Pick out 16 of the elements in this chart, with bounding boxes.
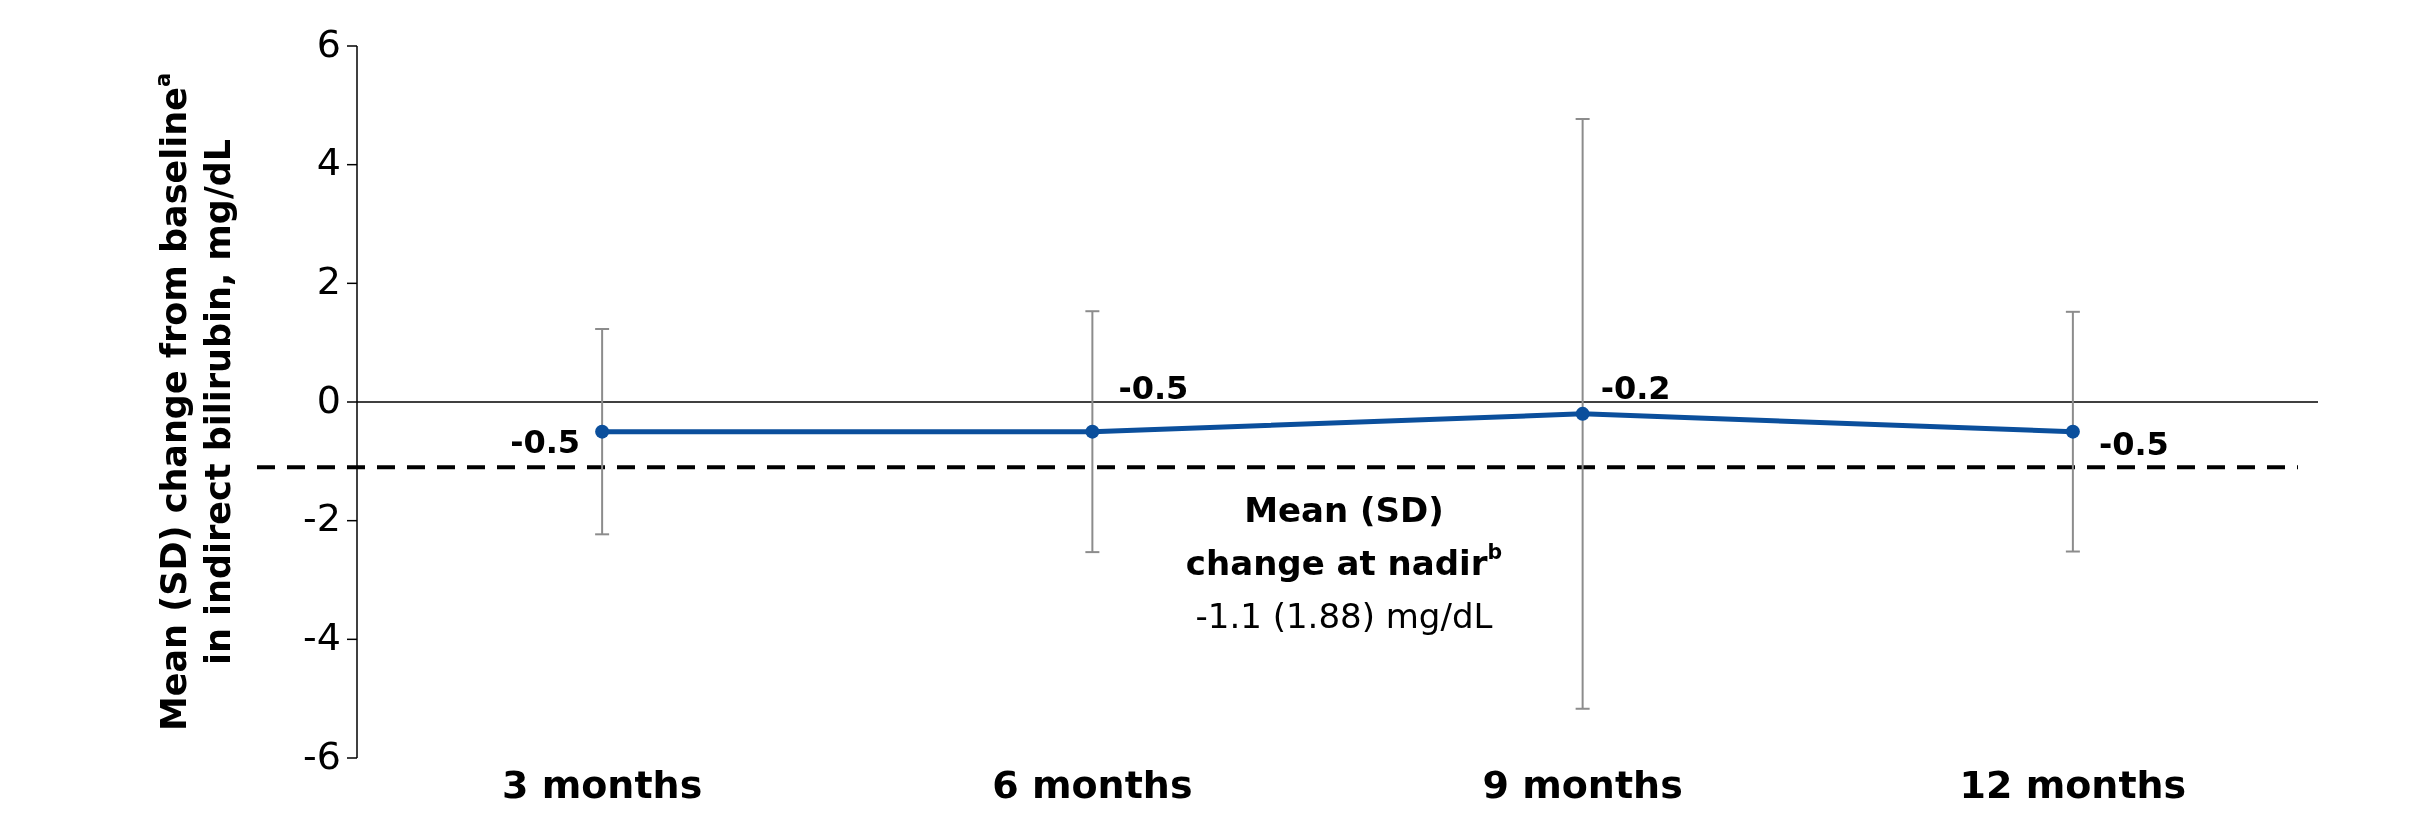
y-tick-label: 6 (316, 21, 341, 66)
data-label: -0.2 (1600, 368, 1671, 407)
y-tick-label: -2 (303, 496, 341, 541)
x-tick-label: 3 months (501, 763, 703, 807)
x-tick-label: 6 months (992, 763, 1193, 807)
y-tick-label: -6 (303, 733, 341, 778)
data-label: -0.5 (1118, 368, 1189, 407)
y-tick-label: 2 (316, 258, 341, 303)
text: Mean (SD) change at nadir$^{b}$ -1.1 (1.88) mg/dL (1185, 489, 1503, 636)
x-tick-label: 12 months (1959, 763, 2187, 807)
y-tick-label: 0 (316, 377, 341, 422)
y-tick-label: -4 (303, 614, 341, 659)
y-tick-label: 4 (316, 140, 341, 185)
data-label: -0.5 (2098, 424, 2169, 463)
x-tick-label: 9 months (1482, 763, 1683, 807)
data-label: -0.5 (510, 422, 581, 461)
